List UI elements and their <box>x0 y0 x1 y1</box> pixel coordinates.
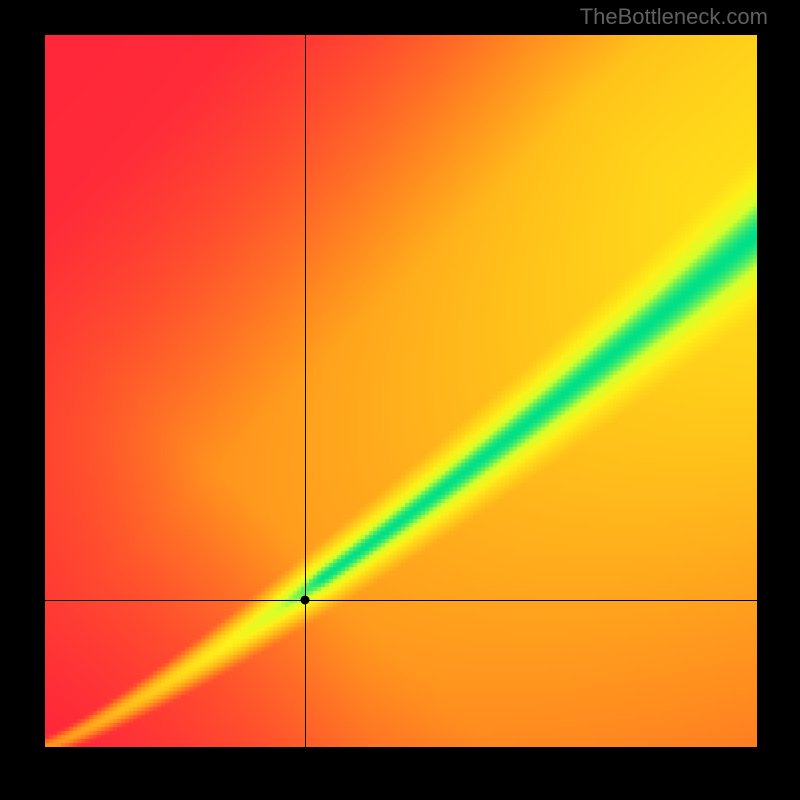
attribution-text: TheBottleneck.com <box>580 4 768 30</box>
crosshair-horizontal <box>45 600 757 601</box>
heatmap-plot <box>45 35 757 747</box>
crosshair-vertical <box>305 35 306 747</box>
heatmap-canvas <box>45 35 757 747</box>
data-point-marker <box>300 595 309 604</box>
